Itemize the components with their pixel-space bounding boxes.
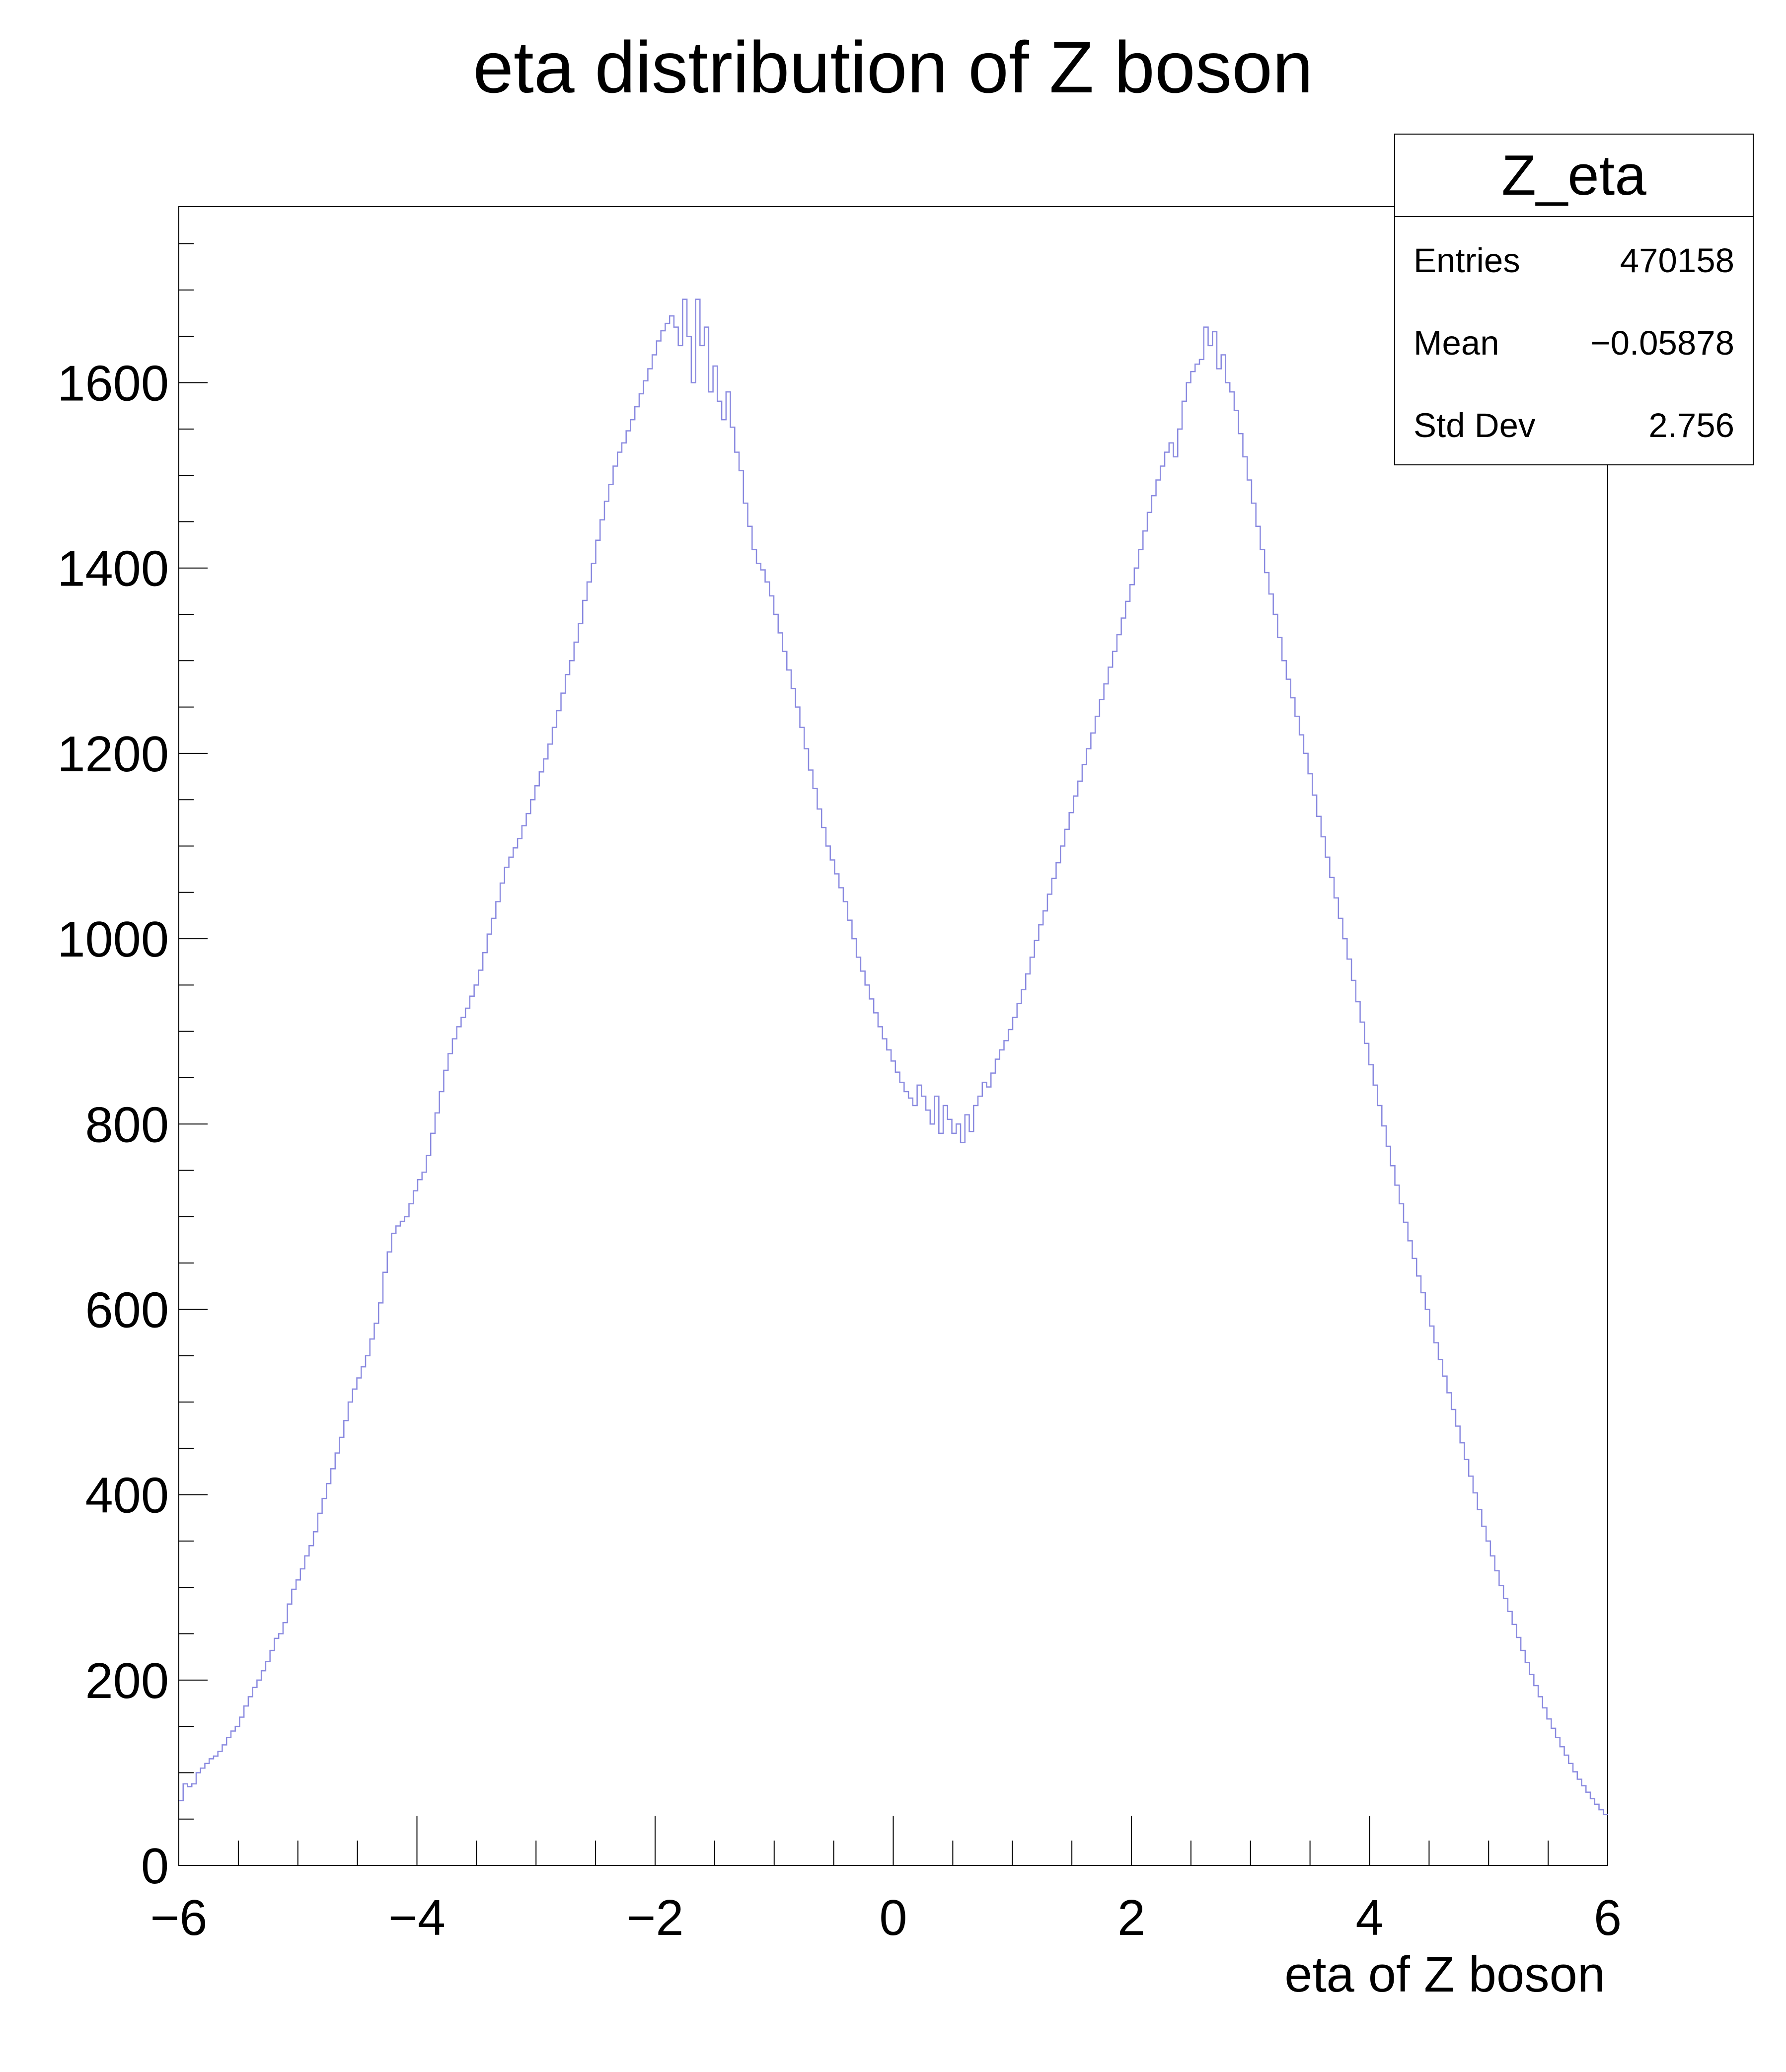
x-tick-label: 6	[1594, 1890, 1622, 1946]
x-tick-label: 0	[879, 1890, 907, 1946]
x-tick-label: −4	[388, 1890, 446, 1946]
stats-box-title: Z_eta	[1501, 144, 1646, 207]
y-axis: 0 200 400 600 800 1000 1200 1400 1600	[57, 243, 208, 1894]
data-series	[179, 298, 1608, 1815]
stats-stddev-label: Std Dev	[1414, 406, 1536, 444]
x-axis-title: eta of Z boson	[1284, 1947, 1605, 2002]
histogram-series-Z_eta	[179, 298, 1608, 1815]
y-tick-label: 1400	[57, 541, 169, 597]
x-tick-label: −2	[626, 1890, 683, 1946]
y-tick-label: 600	[85, 1282, 169, 1338]
stats-box: Z_eta Entries 470158 Mean −0.05878 Std D…	[1394, 134, 1754, 465]
y-tick-label: 400	[85, 1468, 169, 1524]
stats-box-frame	[1394, 134, 1754, 465]
y-tick-label: 200	[85, 1653, 169, 1709]
x-tick-label: 4	[1355, 1890, 1383, 1946]
stats-mean-value: −0.05878	[1590, 324, 1734, 362]
y-tick-label: 1600	[57, 356, 169, 412]
stats-stddev-value: 2.756	[1648, 406, 1734, 444]
stats-entries-label: Entries	[1414, 241, 1520, 280]
stats-mean-label: Mean	[1414, 324, 1499, 362]
stats-entries-value: 470158	[1620, 241, 1734, 280]
y-tick-label: 1200	[57, 727, 169, 782]
y-tick-label: 0	[141, 1839, 169, 1894]
y-tick-label: 1000	[57, 912, 169, 967]
x-tick-label: −6	[150, 1890, 207, 1946]
x-axis: −6 −4 −2 0 2 4 6	[150, 1816, 1622, 1946]
chart-title: eta distribution of Z boson	[473, 27, 1313, 108]
y-tick-label: 800	[85, 1097, 169, 1153]
x-tick-label: 2	[1117, 1890, 1145, 1946]
